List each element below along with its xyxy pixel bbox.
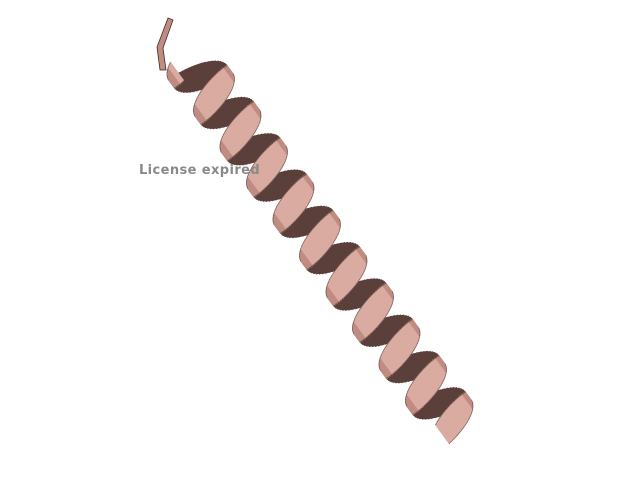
helix-edge-line — [166, 61, 466, 426]
helix-edge-line — [174, 73, 474, 444]
helix-n-terminal-tail — [156, 17, 174, 71]
helix-back-strands — [156, 17, 473, 420]
helix-front-strands — [166, 61, 474, 445]
